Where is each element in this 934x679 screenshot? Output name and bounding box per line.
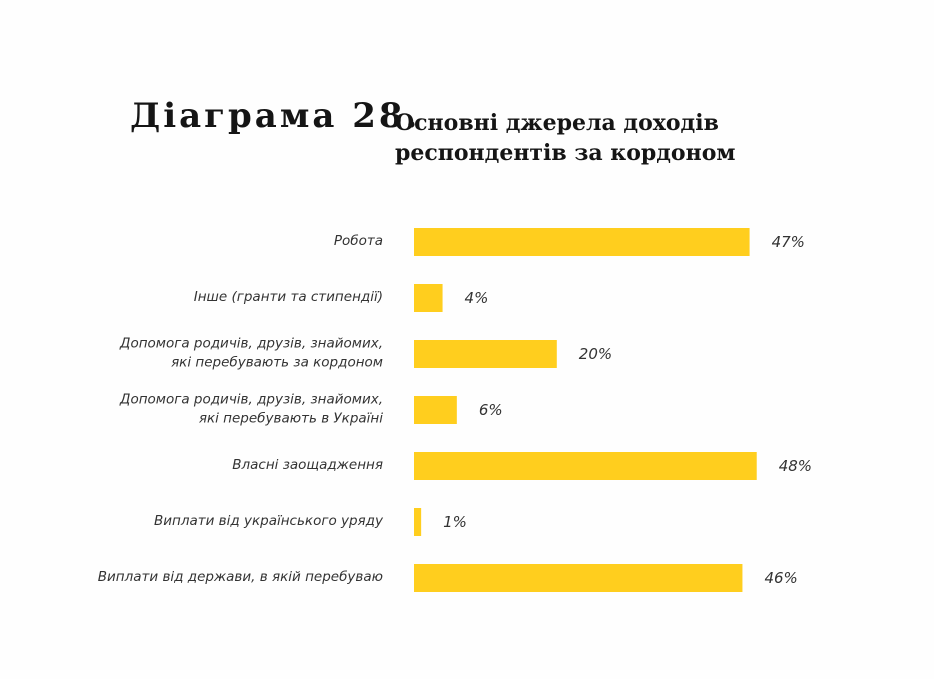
category-label-3: Допомога родичів, друзів, знайомих, які п…: [119, 392, 383, 427]
bar-5: [414, 508, 422, 536]
value-label-5: 1%: [443, 513, 467, 531]
value-label-6: 46%: [764, 569, 797, 587]
category-label-5: Виплати від українського уряду: [154, 513, 384, 529]
value-label-3: 6%: [479, 401, 503, 419]
category-label-6: Виплати від держави, в якій перебуваю: [98, 569, 383, 585]
bar-3: [414, 396, 457, 424]
bar-6: [414, 564, 743, 592]
value-label-0: 47%: [772, 233, 805, 251]
chart-title: Основні джерела доходів респондентів за …: [395, 110, 736, 166]
category-label-4: Власні заощадження: [232, 457, 383, 473]
bar-4: [414, 452, 757, 480]
bar-1: [414, 284, 443, 312]
chart-number: Діаграма 28.: [130, 96, 421, 136]
category-label-1: Інше (гранти та стипендії): [194, 289, 383, 305]
category-label-0: Робота: [334, 233, 383, 249]
value-label-2: 20%: [579, 345, 612, 363]
bar-2: [414, 340, 557, 368]
category-label-2: Допомога родичів, друзів, знайомих, які п…: [119, 336, 383, 371]
value-label-1: 4%: [465, 289, 489, 307]
value-label-4: 48%: [779, 457, 812, 475]
bar-0: [414, 228, 750, 256]
